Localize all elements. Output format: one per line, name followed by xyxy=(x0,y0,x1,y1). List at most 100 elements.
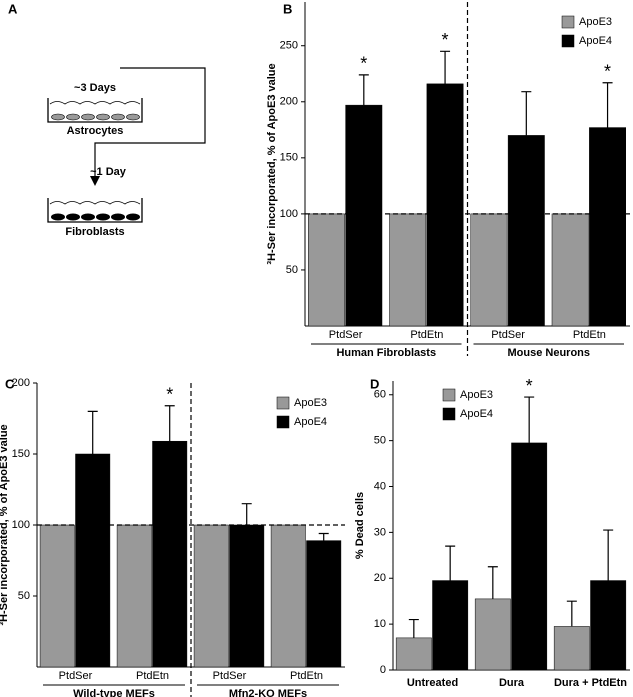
bar xyxy=(395,637,432,671)
legend-swatch xyxy=(561,34,575,48)
x-tick-label: Untreated xyxy=(407,677,458,689)
y-tick-label: 100 xyxy=(12,519,30,531)
error-bar xyxy=(408,618,419,638)
legend-swatch xyxy=(276,415,290,429)
panel-label: C xyxy=(5,376,15,391)
group-label: Mfn2-KO MEFs xyxy=(229,688,307,697)
y-tick-label: 200 xyxy=(280,96,298,108)
y-axis-label: ³H-Ser incorporated, % of ApoE3 value xyxy=(266,63,278,264)
significance-mark: * xyxy=(360,54,367,74)
dish xyxy=(47,98,143,123)
error-bar xyxy=(524,396,535,443)
significance-mark: * xyxy=(442,30,449,50)
group-label: Wild-type MEFs xyxy=(73,688,155,697)
legend-swatch xyxy=(442,388,456,402)
x-tick-label: PtdEtn xyxy=(573,329,606,341)
y-tick-label: 50 xyxy=(18,590,30,602)
panel-label: B xyxy=(283,1,292,16)
bar xyxy=(152,440,188,668)
bar xyxy=(345,104,383,327)
panel-a: A ~3 Days Astrocytes ~1 Day Fibroblasts xyxy=(8,1,206,238)
legend-swatch xyxy=(442,407,456,421)
step-label: ~3 Days xyxy=(74,82,116,94)
y-tick-label: 150 xyxy=(280,152,298,164)
x-tick-label: PtdSer xyxy=(329,329,363,341)
y-tick-label: 20 xyxy=(374,572,386,584)
y-tick-label: 150 xyxy=(12,448,30,460)
x-tick-label: Dura + PtdEtn xyxy=(554,677,627,689)
y-tick-label: 40 xyxy=(374,480,386,492)
bar xyxy=(432,580,469,671)
group-label: Human Fibroblasts xyxy=(336,347,436,359)
bar xyxy=(270,524,306,668)
y-tick-label: 200 xyxy=(12,377,30,389)
x-tick-label: PtdEtn xyxy=(290,670,323,682)
error-bar xyxy=(521,91,532,136)
bar xyxy=(75,453,111,668)
error-bar xyxy=(241,503,252,525)
panel-label: D xyxy=(370,376,379,391)
legend-label: ApoE3 xyxy=(294,397,327,409)
legend-label: ApoE3 xyxy=(579,16,612,28)
error-bar xyxy=(358,74,369,106)
error-bar xyxy=(445,545,456,581)
error-bar xyxy=(602,82,613,128)
medium xyxy=(49,101,141,105)
error-bar xyxy=(566,600,577,627)
y-tick-label: 250 xyxy=(280,40,298,52)
legend-label: ApoE4 xyxy=(294,416,327,428)
bar xyxy=(308,213,345,327)
bar xyxy=(511,442,548,671)
bar xyxy=(389,213,427,327)
bar xyxy=(229,524,265,668)
y-tick-label: 60 xyxy=(374,389,386,401)
significance-mark: * xyxy=(604,61,611,81)
legend-swatch xyxy=(276,396,290,410)
y-axis-label: ³H-Ser incorporated, % of ApoE3 value xyxy=(0,424,10,625)
bar xyxy=(589,127,626,327)
step-label: ~1 Day xyxy=(90,166,127,178)
y-tick-label: 30 xyxy=(374,526,386,538)
bar xyxy=(553,626,590,671)
group-label: Mouse Neurons xyxy=(507,347,590,359)
error-bar xyxy=(440,50,451,84)
x-tick-label: Dura xyxy=(499,677,525,689)
bar xyxy=(193,524,229,668)
x-tick-label: PtdSer xyxy=(59,670,93,682)
bar xyxy=(470,213,508,327)
y-tick-label: 10 xyxy=(374,618,386,630)
bar xyxy=(551,213,589,327)
bar xyxy=(306,540,342,668)
error-bar xyxy=(487,566,498,599)
bar xyxy=(507,135,545,327)
error-bar xyxy=(164,405,175,442)
y-tick-label: 50 xyxy=(374,435,386,447)
x-tick-label: PtdEtn xyxy=(410,329,443,341)
y-axis-label: % Dead cells xyxy=(354,492,366,559)
x-tick-label: PtdSer xyxy=(491,329,525,341)
arrow-line xyxy=(94,67,206,178)
error-bar xyxy=(87,410,98,454)
error-bar xyxy=(603,529,614,581)
astrocyte-cells xyxy=(51,113,140,121)
bar xyxy=(590,580,627,671)
y-tick-label: 100 xyxy=(280,208,298,220)
bar xyxy=(116,524,152,668)
y-tick-label: 0 xyxy=(380,664,386,676)
panel-label: A xyxy=(8,1,18,16)
cell-label: Astrocytes xyxy=(67,125,124,137)
legend-label: ApoE4 xyxy=(460,408,493,420)
fibroblast-cells xyxy=(51,213,140,221)
error-bar xyxy=(318,532,329,541)
cell-label: Fibroblasts xyxy=(65,226,124,238)
arrow-head xyxy=(90,176,100,186)
dish xyxy=(47,198,143,223)
x-tick-label: PtdSer xyxy=(213,670,247,682)
y-tick-label: 50 xyxy=(286,264,298,276)
significance-mark: * xyxy=(166,384,173,404)
legend-label: ApoE4 xyxy=(579,35,612,47)
legend-swatch xyxy=(561,15,575,29)
bar xyxy=(426,83,464,327)
legend-label: ApoE3 xyxy=(460,389,493,401)
